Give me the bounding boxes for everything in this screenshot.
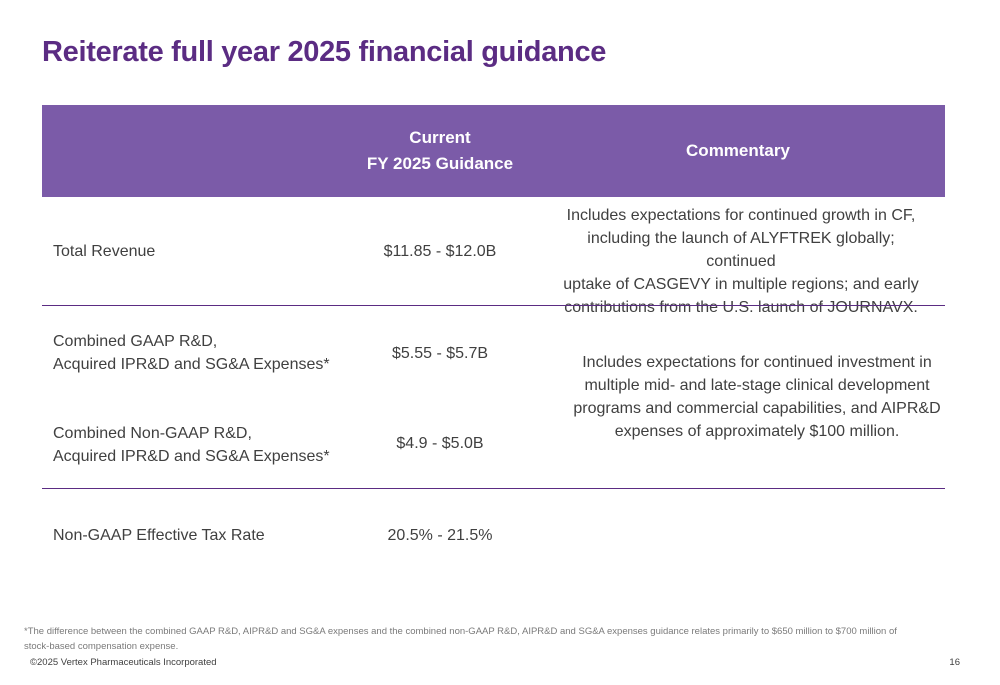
page-number: 16 <box>949 657 960 668</box>
non-gaap-label-line2: Acquired IPR&D and SG&A Expenses* <box>53 448 330 465</box>
tax-value: 20.5% - 21.5% <box>387 527 493 544</box>
revenue-commentary-line: including the launch of ALYFTREK globall… <box>587 230 895 270</box>
revenue-value: $11.85 - $12.0B <box>383 243 497 260</box>
non-gaap-label-line1: Combined Non-GAAP R&D, <box>53 425 252 442</box>
row-divider <box>42 488 945 489</box>
header-guidance-line1: Current <box>409 128 471 147</box>
revenue-commentary: Includes expectations for continued grow… <box>552 204 930 319</box>
table-header: Current FY 2025 Guidance Commentary <box>42 105 945 197</box>
header-guidance: Current FY 2025 Guidance <box>342 105 538 197</box>
gaap-label-line2: Acquired IPR&D and SG&A Expenses* <box>53 356 330 373</box>
non-gaap-label: Combined Non-GAAP R&D, Acquired IPR&D an… <box>53 422 330 468</box>
gaap-value: $5.55 - $5.7B <box>391 345 489 362</box>
page-title: Reiterate full year 2025 financial guida… <box>42 36 607 68</box>
revenue-commentary-line: uptake of CASGEVY in multiple regions; a… <box>563 276 919 293</box>
expenses-commentary: Includes expectations for continued inve… <box>568 351 946 443</box>
revenue-commentary-line: contributions from the U.S. launch of JO… <box>564 299 918 316</box>
expenses-commentary-line: programs and commercial capabilities, an… <box>573 400 941 417</box>
gaap-label-line1: Combined GAAP R&D, <box>53 333 218 350</box>
expenses-commentary-line: Includes expectations for continued inve… <box>582 354 932 371</box>
non-gaap-value: $4.9 - $5.0B <box>396 435 484 452</box>
header-guidance-line2: FY 2025 Guidance <box>366 154 514 173</box>
revenue-label: Total Revenue <box>53 243 156 260</box>
expenses-commentary-line: expenses of approximately $100 million. <box>614 423 900 440</box>
row-divider <box>42 305 945 306</box>
copyright: ©2025 Vertex Pharmaceuticals Incorporate… <box>30 657 217 668</box>
header-commentary: Commentary <box>686 141 790 160</box>
expenses-commentary-line: multiple mid- and late-stage clinical de… <box>584 377 930 394</box>
revenue-commentary-line: Includes expectations for continued grow… <box>566 207 916 224</box>
footnote: *The difference between the combined GAA… <box>24 626 897 652</box>
gaap-label: Combined GAAP R&D, Acquired IPR&D and SG… <box>53 330 330 376</box>
tax-label: Non-GAAP Effective Tax Rate <box>53 527 265 544</box>
